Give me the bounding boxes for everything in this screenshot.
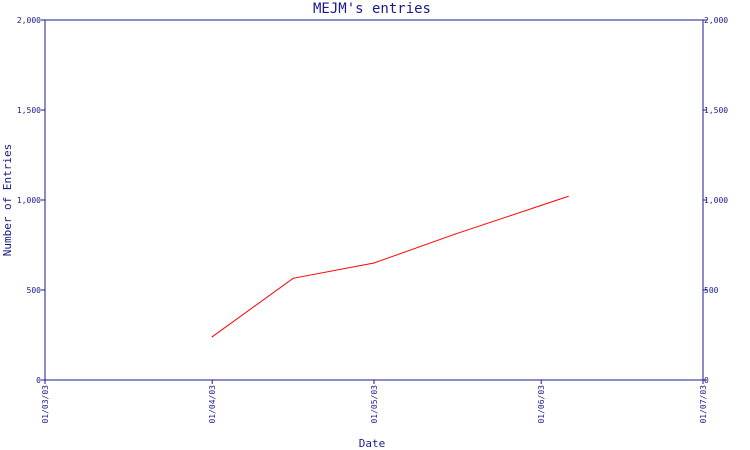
y-tick-label-right: 500 <box>704 286 719 295</box>
data-point <box>540 204 542 206</box>
x-tick-label: 01/06/03 <box>537 385 546 424</box>
y-tick-label-right: 0 <box>704 376 709 385</box>
y-tick-label-right: 1,000 <box>704 196 728 205</box>
x-tick-label: 01/03/03 <box>41 385 50 424</box>
x-tick-label: 01/05/03 <box>370 385 379 424</box>
x-tick-label: 01/07/03 <box>699 385 708 424</box>
y-tick-label-left: 1,000 <box>17 196 41 205</box>
data-point <box>211 336 213 338</box>
data-point <box>292 277 294 279</box>
x-tick-label: 01/04/03 <box>208 385 217 424</box>
data-point <box>373 262 375 264</box>
y-axis-label: Number of Entries <box>1 144 14 257</box>
y-tick-label-left: 500 <box>27 286 42 295</box>
data-point <box>454 233 456 235</box>
y-tick-label-left: 2,000 <box>17 16 41 25</box>
chart-title: MEJM's entries <box>313 1 431 17</box>
y-tick-label-right: 2,000 <box>704 16 728 25</box>
y-tick-label-left: 1,500 <box>17 106 41 115</box>
y-tick-label-left: 0 <box>36 376 41 385</box>
y-tick-label-right: 1,500 <box>704 106 728 115</box>
plot-frame <box>44 19 704 381</box>
data-point <box>567 195 569 197</box>
series-line <box>211 195 569 338</box>
x-axis-label: Date <box>359 437 386 450</box>
